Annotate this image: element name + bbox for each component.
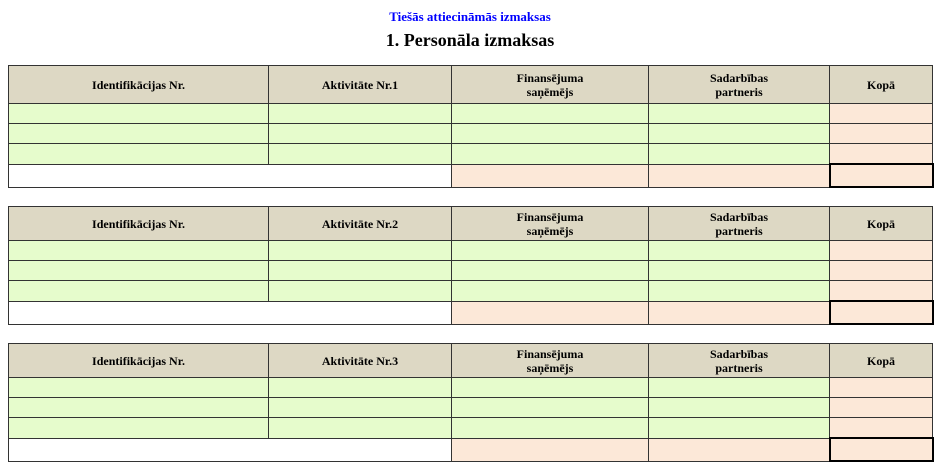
col-partner-header: Sadarbības partneris bbox=[648, 65, 830, 104]
input-cell[interactable] bbox=[451, 280, 649, 302]
input-cell[interactable] bbox=[451, 143, 649, 165]
input-cell[interactable] bbox=[451, 417, 649, 439]
cost-table-1: Identifikācijas Nr. Aktivitāte Nr.1 Finans… bbox=[8, 65, 934, 188]
input-cell[interactable] bbox=[8, 417, 269, 439]
col-activity-header: Aktivitāte Nr.2 bbox=[268, 206, 452, 241]
input-cell[interactable] bbox=[268, 377, 452, 398]
table-row bbox=[8, 417, 933, 439]
col-id-header: Identifikācijas Nr. bbox=[8, 343, 269, 378]
sum-label-cell bbox=[8, 300, 452, 325]
col-total-header: Kopā bbox=[829, 65, 933, 104]
table-row bbox=[8, 103, 933, 124]
col-total-header: Kopā bbox=[829, 343, 933, 378]
input-cell[interactable] bbox=[8, 240, 269, 261]
input-cell[interactable] bbox=[268, 280, 452, 302]
row-total-cell bbox=[829, 260, 933, 281]
input-cell[interactable] bbox=[268, 240, 452, 261]
page-title: 1. Personāla izmaksas bbox=[385, 30, 555, 50]
sum-beneficiary-cell bbox=[451, 437, 649, 462]
sum-row bbox=[8, 300, 934, 325]
input-cell[interactable] bbox=[8, 397, 269, 418]
col-partner-header: Sadarbības partneris bbox=[648, 343, 830, 378]
input-cell[interactable] bbox=[648, 280, 830, 302]
input-cell[interactable] bbox=[8, 143, 269, 165]
row-total-cell bbox=[829, 103, 933, 124]
cost-table-3: Identifikācijas Nr. Aktivitāte Nr.3 Finans… bbox=[8, 343, 934, 462]
col-beneficiary-header: Finansējuma saņēmējs bbox=[451, 65, 649, 104]
input-cell[interactable] bbox=[648, 397, 830, 418]
row-total-cell bbox=[829, 377, 933, 398]
table-header-row: Identifikācijas Nr. Aktivitāte Nr.2 Finans… bbox=[8, 206, 933, 241]
col-id-header: Identifikācijas Nr. bbox=[8, 65, 269, 104]
col-beneficiary-header: Finansējuma saņēmējs bbox=[451, 343, 649, 378]
col-partner-header: Sadarbības partneris bbox=[648, 206, 830, 241]
table-row bbox=[8, 397, 933, 418]
grand-total-cell bbox=[828, 300, 934, 325]
input-cell[interactable] bbox=[8, 103, 269, 124]
cost-table-2: Identifikācijas Nr. Aktivitāte Nr.2 Finans… bbox=[8, 206, 934, 325]
sum-label-cell bbox=[8, 163, 452, 188]
input-cell[interactable] bbox=[268, 103, 452, 124]
input-cell[interactable] bbox=[648, 240, 830, 261]
col-id-header: Identifikācijas Nr. bbox=[8, 206, 269, 241]
grand-total-cell bbox=[828, 437, 934, 462]
input-cell[interactable] bbox=[268, 143, 452, 165]
table-header-row: Identifikācijas Nr. Aktivitāte Nr.3 Finans… bbox=[8, 343, 933, 378]
input-cell[interactable] bbox=[268, 123, 452, 144]
input-cell[interactable] bbox=[268, 417, 452, 439]
input-cell[interactable] bbox=[648, 377, 830, 398]
row-total-cell bbox=[829, 240, 933, 261]
col-beneficiary-header: Finansējuma saņēmējs bbox=[451, 206, 649, 241]
row-total-cell bbox=[829, 397, 933, 418]
input-cell[interactable] bbox=[451, 260, 649, 281]
input-cell[interactable] bbox=[451, 240, 649, 261]
col-total-header: Kopā bbox=[829, 206, 933, 241]
col-activity-header: Aktivitāte Nr.1 bbox=[268, 65, 452, 104]
table-row bbox=[8, 143, 933, 165]
row-total-cell bbox=[829, 143, 933, 165]
input-cell[interactable] bbox=[451, 103, 649, 124]
input-cell[interactable] bbox=[8, 123, 269, 144]
input-cell[interactable] bbox=[648, 143, 830, 165]
input-cell[interactable] bbox=[268, 260, 452, 281]
table-row bbox=[8, 260, 933, 281]
grand-total-cell bbox=[828, 163, 934, 188]
input-cell[interactable] bbox=[451, 123, 649, 144]
table-row bbox=[8, 123, 933, 144]
input-cell[interactable] bbox=[8, 280, 269, 302]
table-row bbox=[8, 377, 933, 398]
row-total-cell bbox=[829, 417, 933, 439]
input-cell[interactable] bbox=[8, 260, 269, 281]
table-header-row: Identifikācijas Nr. Aktivitāte Nr.1 Finans… bbox=[8, 65, 933, 104]
input-cell[interactable] bbox=[648, 260, 830, 281]
table-row bbox=[8, 280, 933, 302]
sum-beneficiary-cell bbox=[451, 163, 649, 188]
input-cell[interactable] bbox=[648, 417, 830, 439]
sum-partner-cell bbox=[648, 437, 830, 462]
input-cell[interactable] bbox=[648, 123, 830, 144]
sum-row bbox=[8, 437, 934, 462]
sum-beneficiary-cell bbox=[451, 300, 649, 325]
sum-label-cell bbox=[8, 437, 452, 462]
sum-row bbox=[8, 163, 934, 188]
input-cell[interactable] bbox=[451, 397, 649, 418]
row-total-cell bbox=[829, 280, 933, 302]
input-cell[interactable] bbox=[451, 377, 649, 398]
row-total-cell bbox=[829, 123, 933, 144]
sum-partner-cell bbox=[648, 163, 830, 188]
col-activity-header: Aktivitāte Nr.3 bbox=[268, 343, 452, 378]
input-cell[interactable] bbox=[8, 377, 269, 398]
input-cell[interactable] bbox=[268, 397, 452, 418]
sum-partner-cell bbox=[648, 300, 830, 325]
input-cell[interactable] bbox=[648, 103, 830, 124]
table-row bbox=[8, 240, 933, 261]
section-subtitle: Tiešās attiecināmās izmaksas bbox=[389, 9, 551, 24]
